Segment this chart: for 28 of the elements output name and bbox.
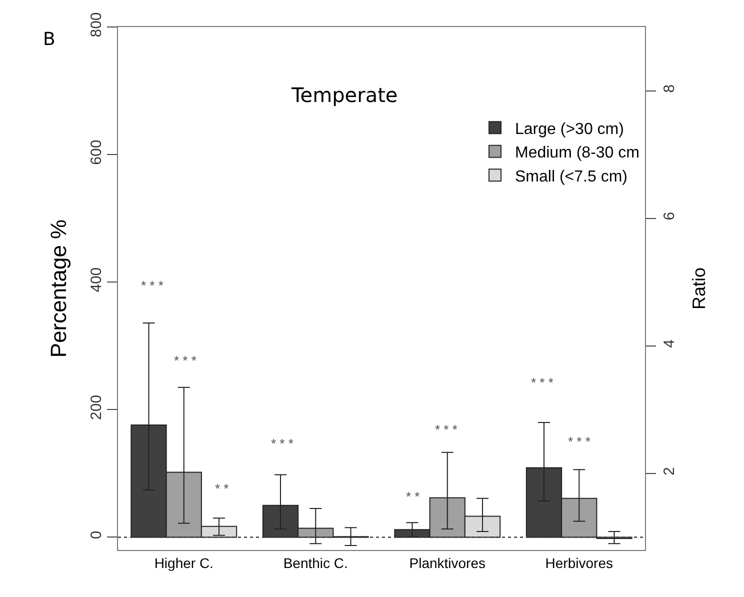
annotation: * *	[215, 481, 229, 496]
legend-label: Large (>30 cm)	[515, 120, 624, 138]
y-tick-label: 800	[88, 12, 105, 38]
y-axis-title: Percentage %	[46, 219, 71, 358]
text: Temperate	[290, 82, 398, 107]
x-tick-label: Herbivores	[545, 554, 613, 571]
y-tick-label: 400	[88, 267, 105, 292]
annotation: * * *	[568, 434, 590, 449]
y2-tick-label: 8	[661, 84, 678, 93]
x-tick-label: Higher C.	[154, 554, 214, 571]
x-tick-label: Benthic C.	[283, 554, 348, 571]
y2-axis-title: Ratio	[689, 267, 710, 310]
y-tick-label: 200	[88, 394, 105, 420]
annotation: * * *	[531, 375, 554, 390]
annotation: * *	[406, 489, 420, 504]
y2-tick-label: 4	[661, 339, 678, 348]
y-tick-label: 0	[88, 530, 105, 540]
legend-label: Small (<7.5 cm)	[515, 168, 628, 186]
annotation: * * *	[271, 436, 294, 451]
text: B	[43, 29, 56, 50]
legend-label: Medium (8-30 cm	[515, 144, 640, 162]
y2-tick-label: 2	[661, 467, 678, 476]
y-tick-label: 600	[88, 140, 105, 165]
annotation: * * *	[174, 353, 196, 368]
annotation: * * *	[141, 278, 164, 293]
x-tick-label: Planktivores	[409, 554, 486, 571]
y2-tick-label: 6	[661, 212, 678, 220]
annotation: * * *	[435, 422, 458, 437]
